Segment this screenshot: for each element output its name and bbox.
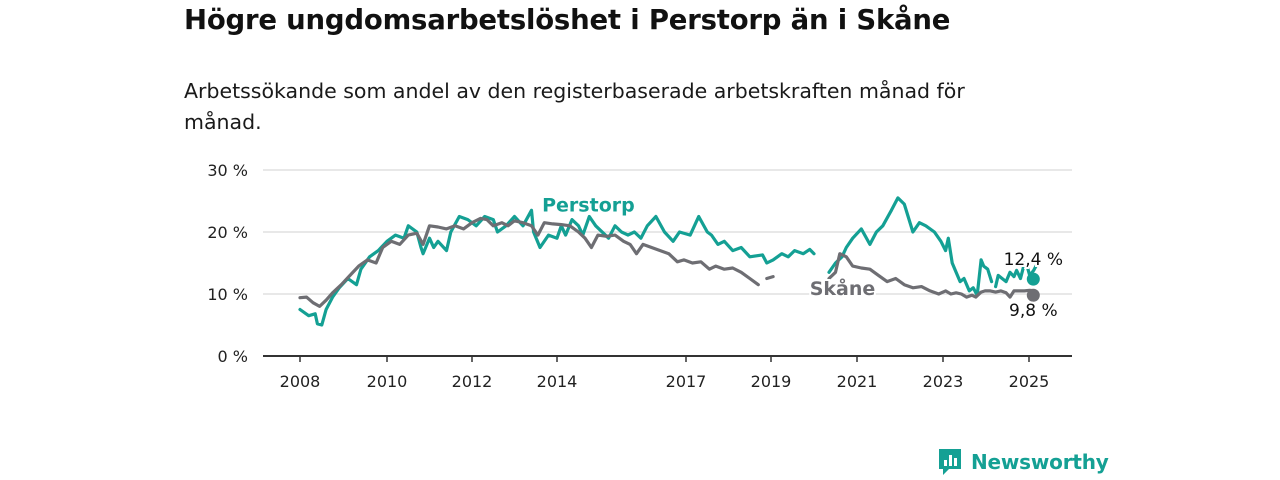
x-tick-label: 2025 — [1009, 372, 1050, 391]
chart-title: Högre ungdomsarbetslöshet i Perstorp än … — [184, 4, 951, 36]
x-tick-label: 2014 — [537, 372, 578, 391]
brand: Newsworthy — [937, 447, 1109, 477]
x-tick-label: 2019 — [751, 372, 792, 391]
y-tick-label: 0 % — [218, 347, 248, 366]
series-line-skåne — [827, 252, 1040, 299]
series-line-perstorp — [298, 208, 816, 327]
x-tick-label: 2021 — [837, 372, 878, 391]
series-end-point — [1026, 272, 1040, 286]
x-tick-label: 2017 — [666, 372, 707, 391]
x-tick-label: 2010 — [367, 372, 408, 391]
series-end-label: 12,4 % — [1004, 250, 1063, 270]
x-tick-label: 2023 — [923, 372, 964, 391]
newsworthy-logo-icon — [939, 449, 961, 475]
chart-subtitle: Arbetssökande som andel av den registerb… — [184, 79, 965, 134]
y-tick-label: 10 % — [207, 285, 248, 304]
brand-name: Newsworthy — [971, 450, 1109, 474]
series-line-skåne — [765, 275, 775, 281]
series-label: Skåne — [810, 276, 876, 300]
series-end-point — [1026, 288, 1040, 302]
series-label: Perstorp — [542, 195, 635, 217]
x-tick-label: 2012 — [452, 372, 493, 391]
series-end-label: 9,8 % — [1009, 301, 1058, 321]
y-tick-label: 30 % — [207, 161, 248, 180]
y-tick-label: 20 % — [207, 223, 248, 242]
x-tick-label: 2008 — [280, 372, 321, 391]
series-line-perstorp — [827, 196, 994, 297]
series-line-skåne — [298, 216, 760, 308]
